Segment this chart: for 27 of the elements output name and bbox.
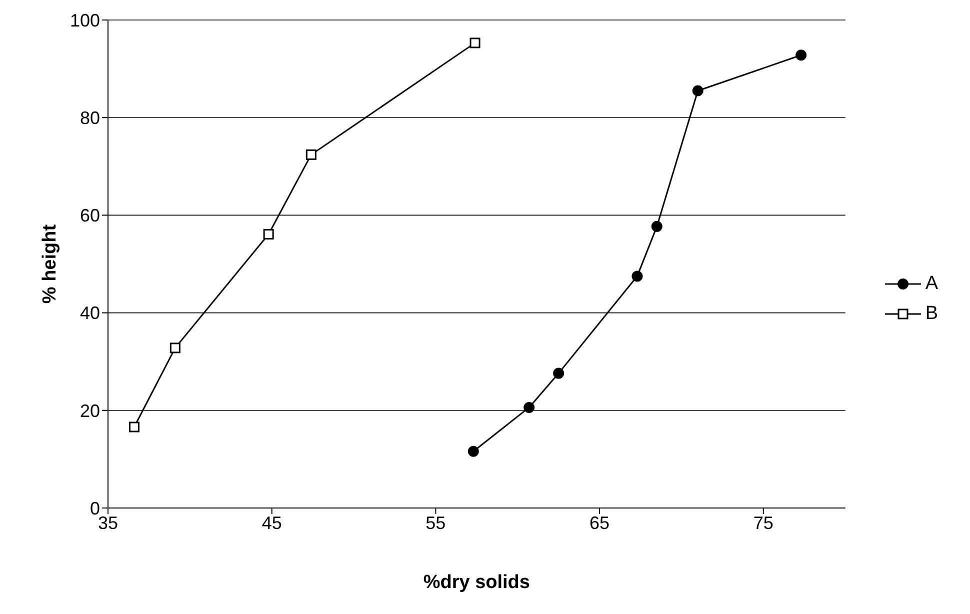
point: [468, 446, 479, 457]
point: [306, 149, 316, 160]
point: [692, 85, 704, 96]
point: [651, 220, 662, 232]
y-tick-label: 20: [80, 400, 100, 421]
y-tick-label: 0: [90, 498, 100, 518]
point: [470, 38, 480, 48]
point: [263, 228, 274, 240]
y-axis-title: % height: [40, 224, 60, 304]
legend-label: B: [925, 303, 938, 325]
point: [170, 342, 180, 354]
legend-label: A: [925, 273, 938, 295]
point: [524, 402, 535, 413]
point: [796, 50, 807, 61]
point: [553, 368, 564, 379]
point: [632, 270, 643, 282]
point: [128, 422, 140, 432]
y-tick-label: 40: [80, 303, 100, 324]
x-tick-label: 35: [98, 512, 118, 533]
x-tick-label: 65: [590, 512, 610, 533]
x-tick-label: 75: [753, 512, 774, 533]
x-tick-label: 45: [262, 512, 282, 533]
x-tick-label: 55: [426, 512, 446, 533]
y-tick-label: 100: [70, 10, 100, 30]
y-tick-label: 60: [80, 206, 100, 226]
x-axis-title: %dry solids: [423, 572, 530, 593]
y-tick-label: 80: [80, 108, 100, 128]
